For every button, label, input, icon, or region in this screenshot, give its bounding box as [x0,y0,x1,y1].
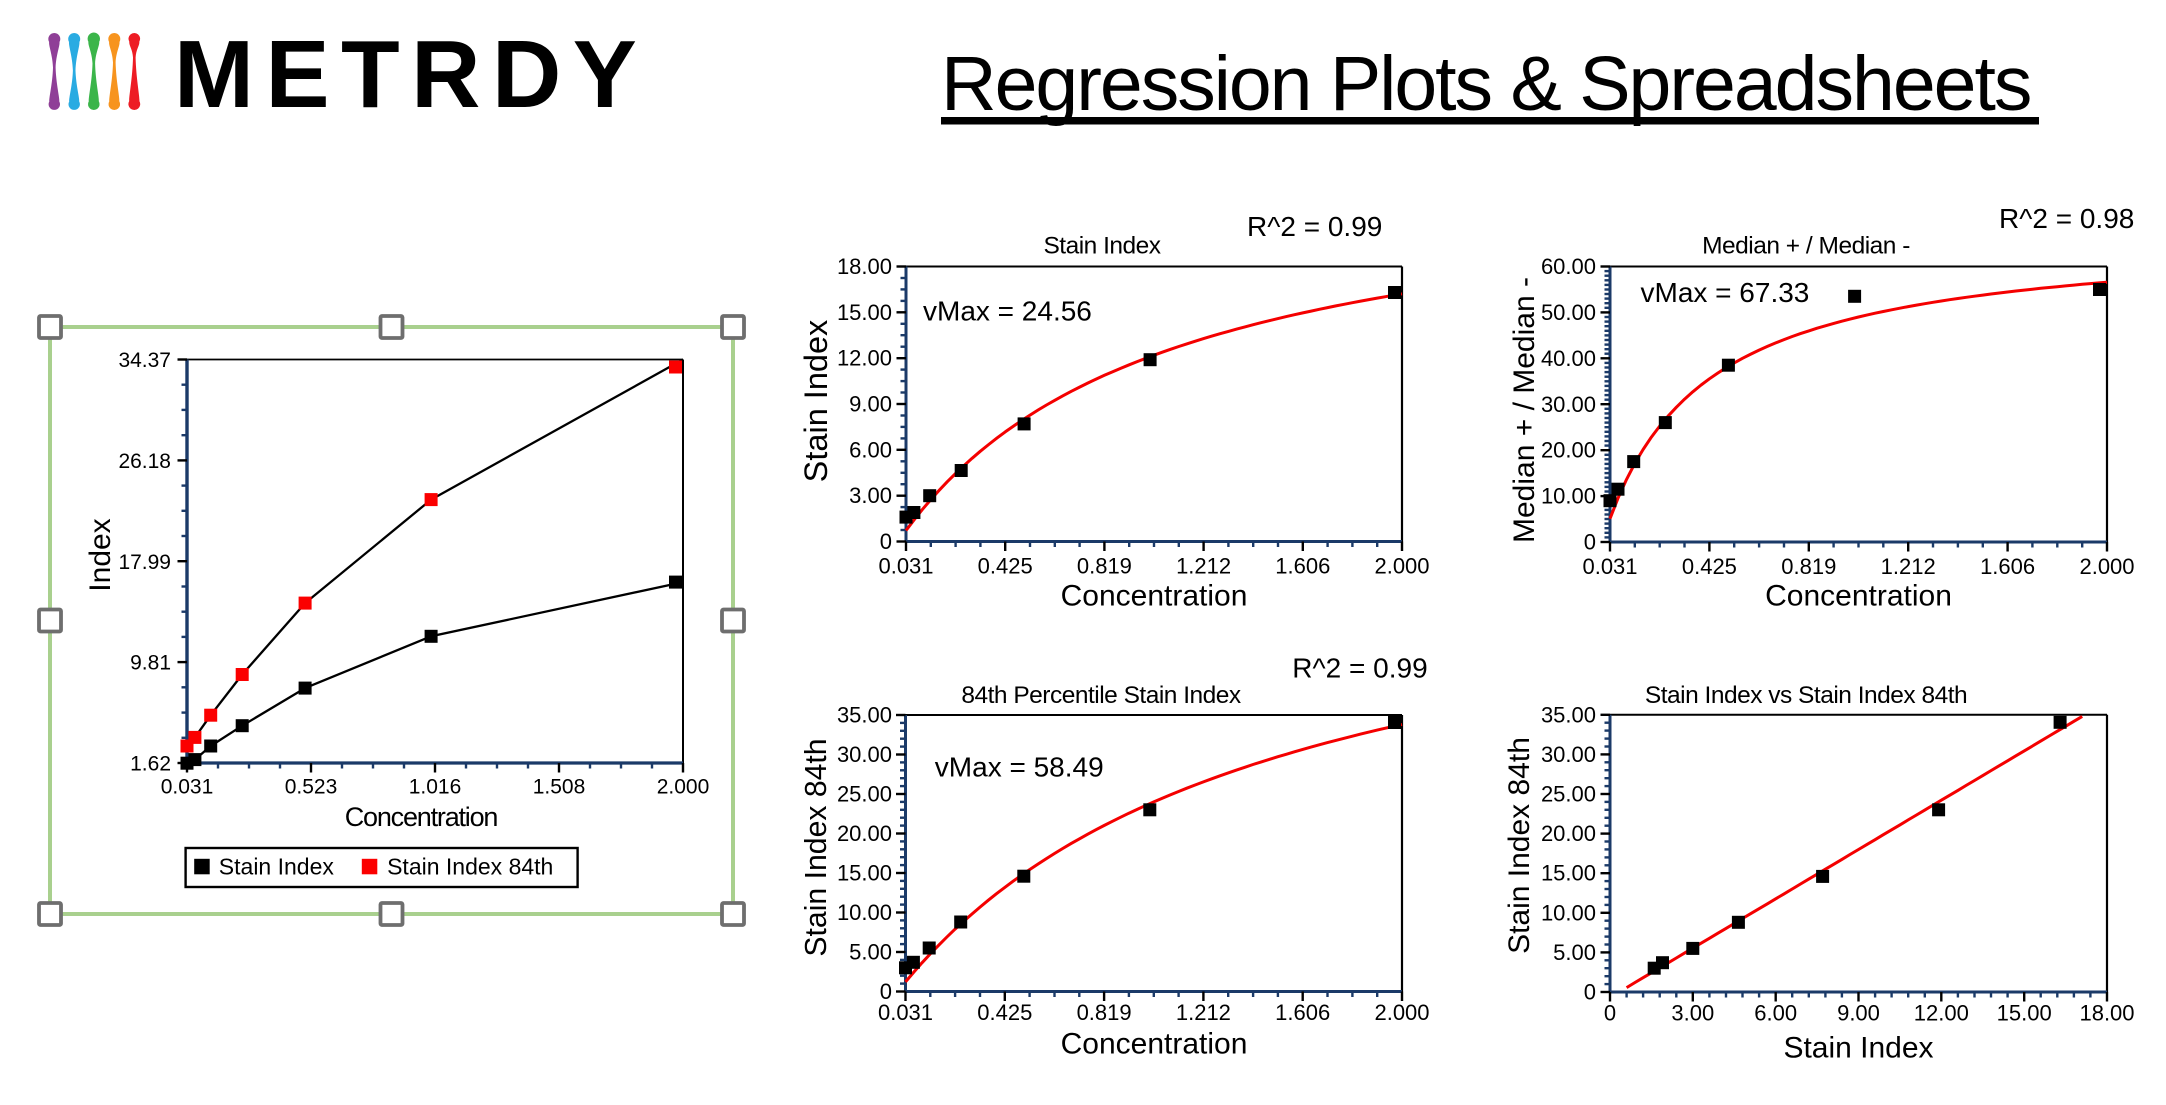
svg-text:1.212: 1.212 [1881,554,1936,579]
svg-text:1.508: 1.508 [533,776,586,799]
svg-text:0: 0 [1584,980,1596,1005]
svg-text:0.819: 0.819 [1077,554,1132,579]
svg-text:3.00: 3.00 [849,483,892,508]
svg-text:Stain Index: Stain Index [1043,233,1160,260]
svg-text:0.425: 0.425 [978,554,1033,579]
svg-text:1.016: 1.016 [409,776,462,799]
svg-text:1.606: 1.606 [1980,554,2035,579]
svg-text:2.000: 2.000 [657,776,710,799]
svg-text:10.00: 10.00 [837,900,892,925]
svg-text:R^2 = 0.98: R^2 = 0.98 [1999,203,2134,234]
svg-text:Stain Index: Stain Index [798,320,834,483]
svg-text:9.00: 9.00 [849,392,892,417]
svg-text:vMax = 67.33: vMax = 67.33 [1641,277,1810,308]
svg-text:METRDY: METRDY [174,21,648,128]
svg-text:1.212: 1.212 [1176,1000,1231,1025]
svg-text:1.62: 1.62 [130,753,171,776]
svg-text:1.212: 1.212 [1176,554,1231,579]
svg-text:25.00: 25.00 [837,782,892,807]
svg-text:15.00: 15.00 [837,300,892,325]
svg-text:40.00: 40.00 [1541,346,1596,371]
svg-text:Concentration: Concentration [1061,1028,1248,1061]
svg-text:0.425: 0.425 [1682,554,1737,579]
svg-text:Median + / Median -: Median + / Median - [1702,233,1910,260]
svg-text:6.00: 6.00 [849,437,892,462]
svg-text:2.000: 2.000 [1374,554,1429,579]
svg-text:20.00: 20.00 [1541,821,1596,846]
svg-text:Stain Index: Stain Index [1783,1032,1933,1065]
svg-text:1.606: 1.606 [1275,554,1330,579]
svg-text:30.00: 30.00 [1541,392,1596,417]
svg-text:Stain Index 84th: Stain Index 84th [1503,737,1536,954]
svg-text:6.00: 6.00 [1754,1001,1797,1026]
svg-text:34.37: 34.37 [118,349,171,372]
svg-text:R^2 = 0.99: R^2 = 0.99 [1247,211,1382,242]
svg-text:60.00: 60.00 [1541,254,1596,279]
svg-text:Stain Index 84th: Stain Index 84th [387,854,553,880]
svg-text:0.031: 0.031 [1582,554,1637,579]
svg-text:0: 0 [1604,1001,1616,1026]
svg-text:0.031: 0.031 [161,776,214,799]
svg-text:35.00: 35.00 [1541,702,1596,727]
svg-text:0: 0 [1584,530,1596,555]
svg-text:18.00: 18.00 [2079,1001,2134,1026]
svg-text:0: 0 [880,529,892,554]
svg-text:20.00: 20.00 [837,821,892,846]
svg-text:17.99: 17.99 [118,551,171,574]
svg-text:9.00: 9.00 [1837,1001,1880,1026]
svg-text:5.00: 5.00 [1553,940,1596,965]
svg-text:18.00: 18.00 [837,254,892,279]
svg-text:2.000: 2.000 [2079,554,2134,579]
svg-text:0.425: 0.425 [977,1000,1032,1025]
svg-text:0.031: 0.031 [878,554,933,579]
svg-text:9.81: 9.81 [130,652,171,675]
svg-text:35.00: 35.00 [837,703,892,728]
svg-text:Concentration: Concentration [1765,580,1952,613]
svg-text:30.00: 30.00 [837,742,892,767]
svg-text:Concentration: Concentration [345,802,498,832]
svg-text:0.819: 0.819 [1077,1000,1132,1025]
svg-text:12.00: 12.00 [1914,1001,1969,1026]
svg-text:0: 0 [880,979,892,1004]
svg-text:2.000: 2.000 [1374,1000,1429,1025]
svg-text:15.00: 15.00 [1541,861,1596,886]
svg-text:vMax = 24.56: vMax = 24.56 [923,295,1092,326]
svg-text:20.00: 20.00 [1541,438,1596,463]
svg-text:10.00: 10.00 [1541,484,1596,509]
svg-text:vMax = 58.49: vMax = 58.49 [935,752,1104,783]
svg-text:12.00: 12.00 [837,346,892,371]
svg-text:15.00: 15.00 [1997,1001,2052,1026]
svg-text:0.819: 0.819 [1781,554,1836,579]
svg-text:Concentration: Concentration [1061,580,1248,613]
svg-text:50.00: 50.00 [1541,300,1596,325]
svg-text:25.00: 25.00 [1541,782,1596,807]
svg-text:Stain Index vs Stain Index 84t: Stain Index vs Stain Index 84th [1645,682,1967,709]
svg-text:Stain Index 84th: Stain Index 84th [800,738,833,956]
svg-text:15.00: 15.00 [837,861,892,886]
svg-text:30.00: 30.00 [1541,742,1596,767]
svg-text:Regression Plots & Spreadsheet: Regression Plots & Spreadsheets [941,41,2030,127]
svg-text:Stain Index: Stain Index [219,854,335,880]
svg-text:1.606: 1.606 [1275,1000,1330,1025]
svg-text:0.031: 0.031 [878,1000,933,1025]
svg-text:5.00: 5.00 [849,940,892,965]
svg-text:10.00: 10.00 [1541,900,1596,925]
svg-text:Index: Index [84,518,117,591]
svg-text:R^2 = 0.99: R^2 = 0.99 [1292,653,1427,684]
svg-text:84th Percentile Stain Index: 84th Percentile Stain Index [961,682,1241,709]
svg-text:3.00: 3.00 [1671,1001,1714,1026]
svg-text:Median + / Median -: Median + / Median - [1508,277,1541,543]
svg-text:26.18: 26.18 [118,450,171,473]
svg-text:0.523: 0.523 [285,776,338,799]
